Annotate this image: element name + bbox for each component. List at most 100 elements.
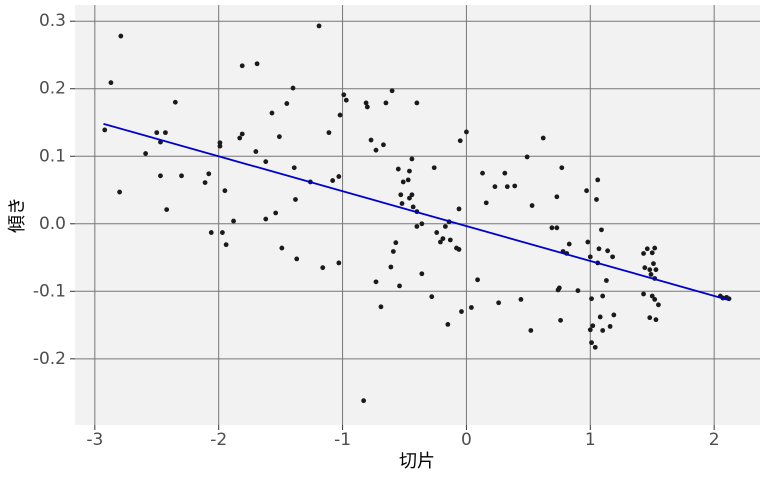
- point: [316, 23, 322, 29]
- point: [468, 305, 474, 310]
- point: [512, 183, 518, 189]
- point: [395, 166, 401, 172]
- point: [276, 134, 282, 140]
- point: [556, 285, 562, 291]
- point: [373, 147, 379, 153]
- point: [253, 149, 259, 154]
- point: [254, 61, 260, 67]
- point: [457, 138, 463, 144]
- point: [589, 340, 594, 346]
- point: [496, 300, 502, 306]
- point: [653, 267, 659, 273]
- point: [393, 240, 399, 246]
- point: [330, 178, 336, 183]
- point: [440, 236, 446, 242]
- x-tick-label: -1: [334, 430, 351, 450]
- point: [653, 317, 659, 323]
- point: [336, 174, 342, 179]
- point: [378, 304, 384, 310]
- point: [502, 170, 508, 176]
- x-tick-label: -3: [86, 430, 103, 450]
- point: [529, 203, 535, 208]
- y-tick-label: 0.2: [39, 79, 66, 99]
- y-tick-label: 0.3: [39, 11, 66, 31]
- point: [483, 200, 489, 206]
- point: [409, 192, 415, 198]
- point: [389, 88, 395, 94]
- point: [341, 92, 347, 98]
- point: [399, 201, 405, 206]
- point: [504, 184, 510, 190]
- point: [220, 230, 225, 235]
- point: [596, 246, 602, 252]
- point: [647, 267, 653, 273]
- point: [475, 277, 480, 283]
- point: [605, 248, 611, 254]
- point: [239, 63, 245, 69]
- point: [217, 140, 223, 146]
- point: [102, 127, 108, 133]
- point: [566, 241, 572, 247]
- point: [644, 246, 650, 252]
- point: [456, 206, 462, 212]
- point: [600, 293, 606, 299]
- point: [549, 225, 555, 231]
- point: [419, 271, 425, 277]
- point: [164, 207, 170, 212]
- point: [575, 288, 581, 294]
- point: [273, 210, 279, 216]
- point: [223, 242, 229, 248]
- point: [400, 179, 406, 185]
- point: [610, 254, 615, 260]
- point: [373, 279, 379, 285]
- point: [592, 344, 598, 350]
- point: [390, 249, 396, 254]
- point: [651, 261, 656, 267]
- point: [429, 294, 435, 300]
- point: [118, 33, 124, 39]
- x-tick-label: -2: [210, 430, 227, 450]
- point: [172, 99, 178, 105]
- point: [585, 239, 591, 245]
- point: [397, 283, 402, 289]
- point: [208, 230, 214, 235]
- point: [383, 100, 389, 106]
- point: [336, 260, 342, 266]
- point: [279, 245, 285, 251]
- point: [222, 188, 228, 194]
- point: [179, 173, 184, 179]
- point: [649, 293, 655, 299]
- point: [528, 328, 534, 333]
- fit-line: [103, 122, 730, 301]
- point: [364, 104, 370, 110]
- y-tick-label: -0.1: [33, 281, 66, 301]
- point: [290, 85, 296, 91]
- point: [388, 264, 394, 270]
- point: [117, 189, 122, 195]
- point: [597, 314, 603, 320]
- y-tick-label: -0.2: [33, 349, 66, 369]
- point: [600, 328, 606, 333]
- point: [398, 192, 404, 198]
- point: [540, 135, 546, 141]
- point: [641, 291, 646, 297]
- point: [554, 225, 560, 231]
- point: [648, 272, 654, 277]
- y-tick-label: 0.1: [39, 146, 66, 166]
- point: [649, 250, 655, 256]
- point: [363, 100, 369, 106]
- point: [407, 168, 412, 174]
- point: [459, 309, 464, 314]
- point: [414, 100, 420, 106]
- point: [154, 130, 160, 136]
- point: [599, 227, 604, 233]
- point: [419, 221, 425, 227]
- point: [217, 143, 223, 149]
- point: [143, 151, 149, 156]
- point: [337, 112, 343, 118]
- point: [587, 254, 593, 260]
- y-tick-label: 0.0: [39, 214, 66, 234]
- point: [558, 317, 563, 323]
- point: [293, 197, 298, 202]
